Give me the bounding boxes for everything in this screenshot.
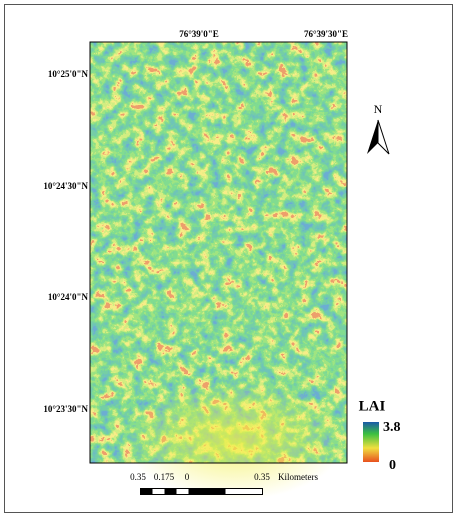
legend-title: LAI	[359, 398, 386, 414]
top-label: 76°39'30"E	[304, 29, 348, 39]
legend-min: 0	[389, 458, 396, 473]
raster-highlight	[125, 380, 345, 500]
left-label: 10°24'30"N	[43, 181, 88, 191]
north-arrow	[377, 119, 390, 155]
scale-label: 0.175	[154, 472, 175, 482]
legend-ramp	[363, 422, 379, 462]
scale-label: 0	[185, 472, 190, 482]
left-label: 10°24'0"N	[48, 292, 89, 302]
map-border	[89, 41, 348, 464]
frame	[4, 4, 453, 513]
north-label: N	[374, 102, 383, 116]
north-arrow	[367, 120, 378, 154]
legend-max: 3.8	[383, 420, 401, 435]
top-label: 76°39'0"E	[179, 29, 219, 39]
left-label: 10°23'30"N	[43, 404, 88, 414]
scale-unit: Kilometers	[278, 472, 318, 482]
left-label: 10°25'0"N	[48, 69, 89, 79]
scale-label: 0.35	[254, 472, 270, 482]
scale-bar	[140, 488, 263, 495]
scale-label: 0.35	[130, 472, 146, 482]
